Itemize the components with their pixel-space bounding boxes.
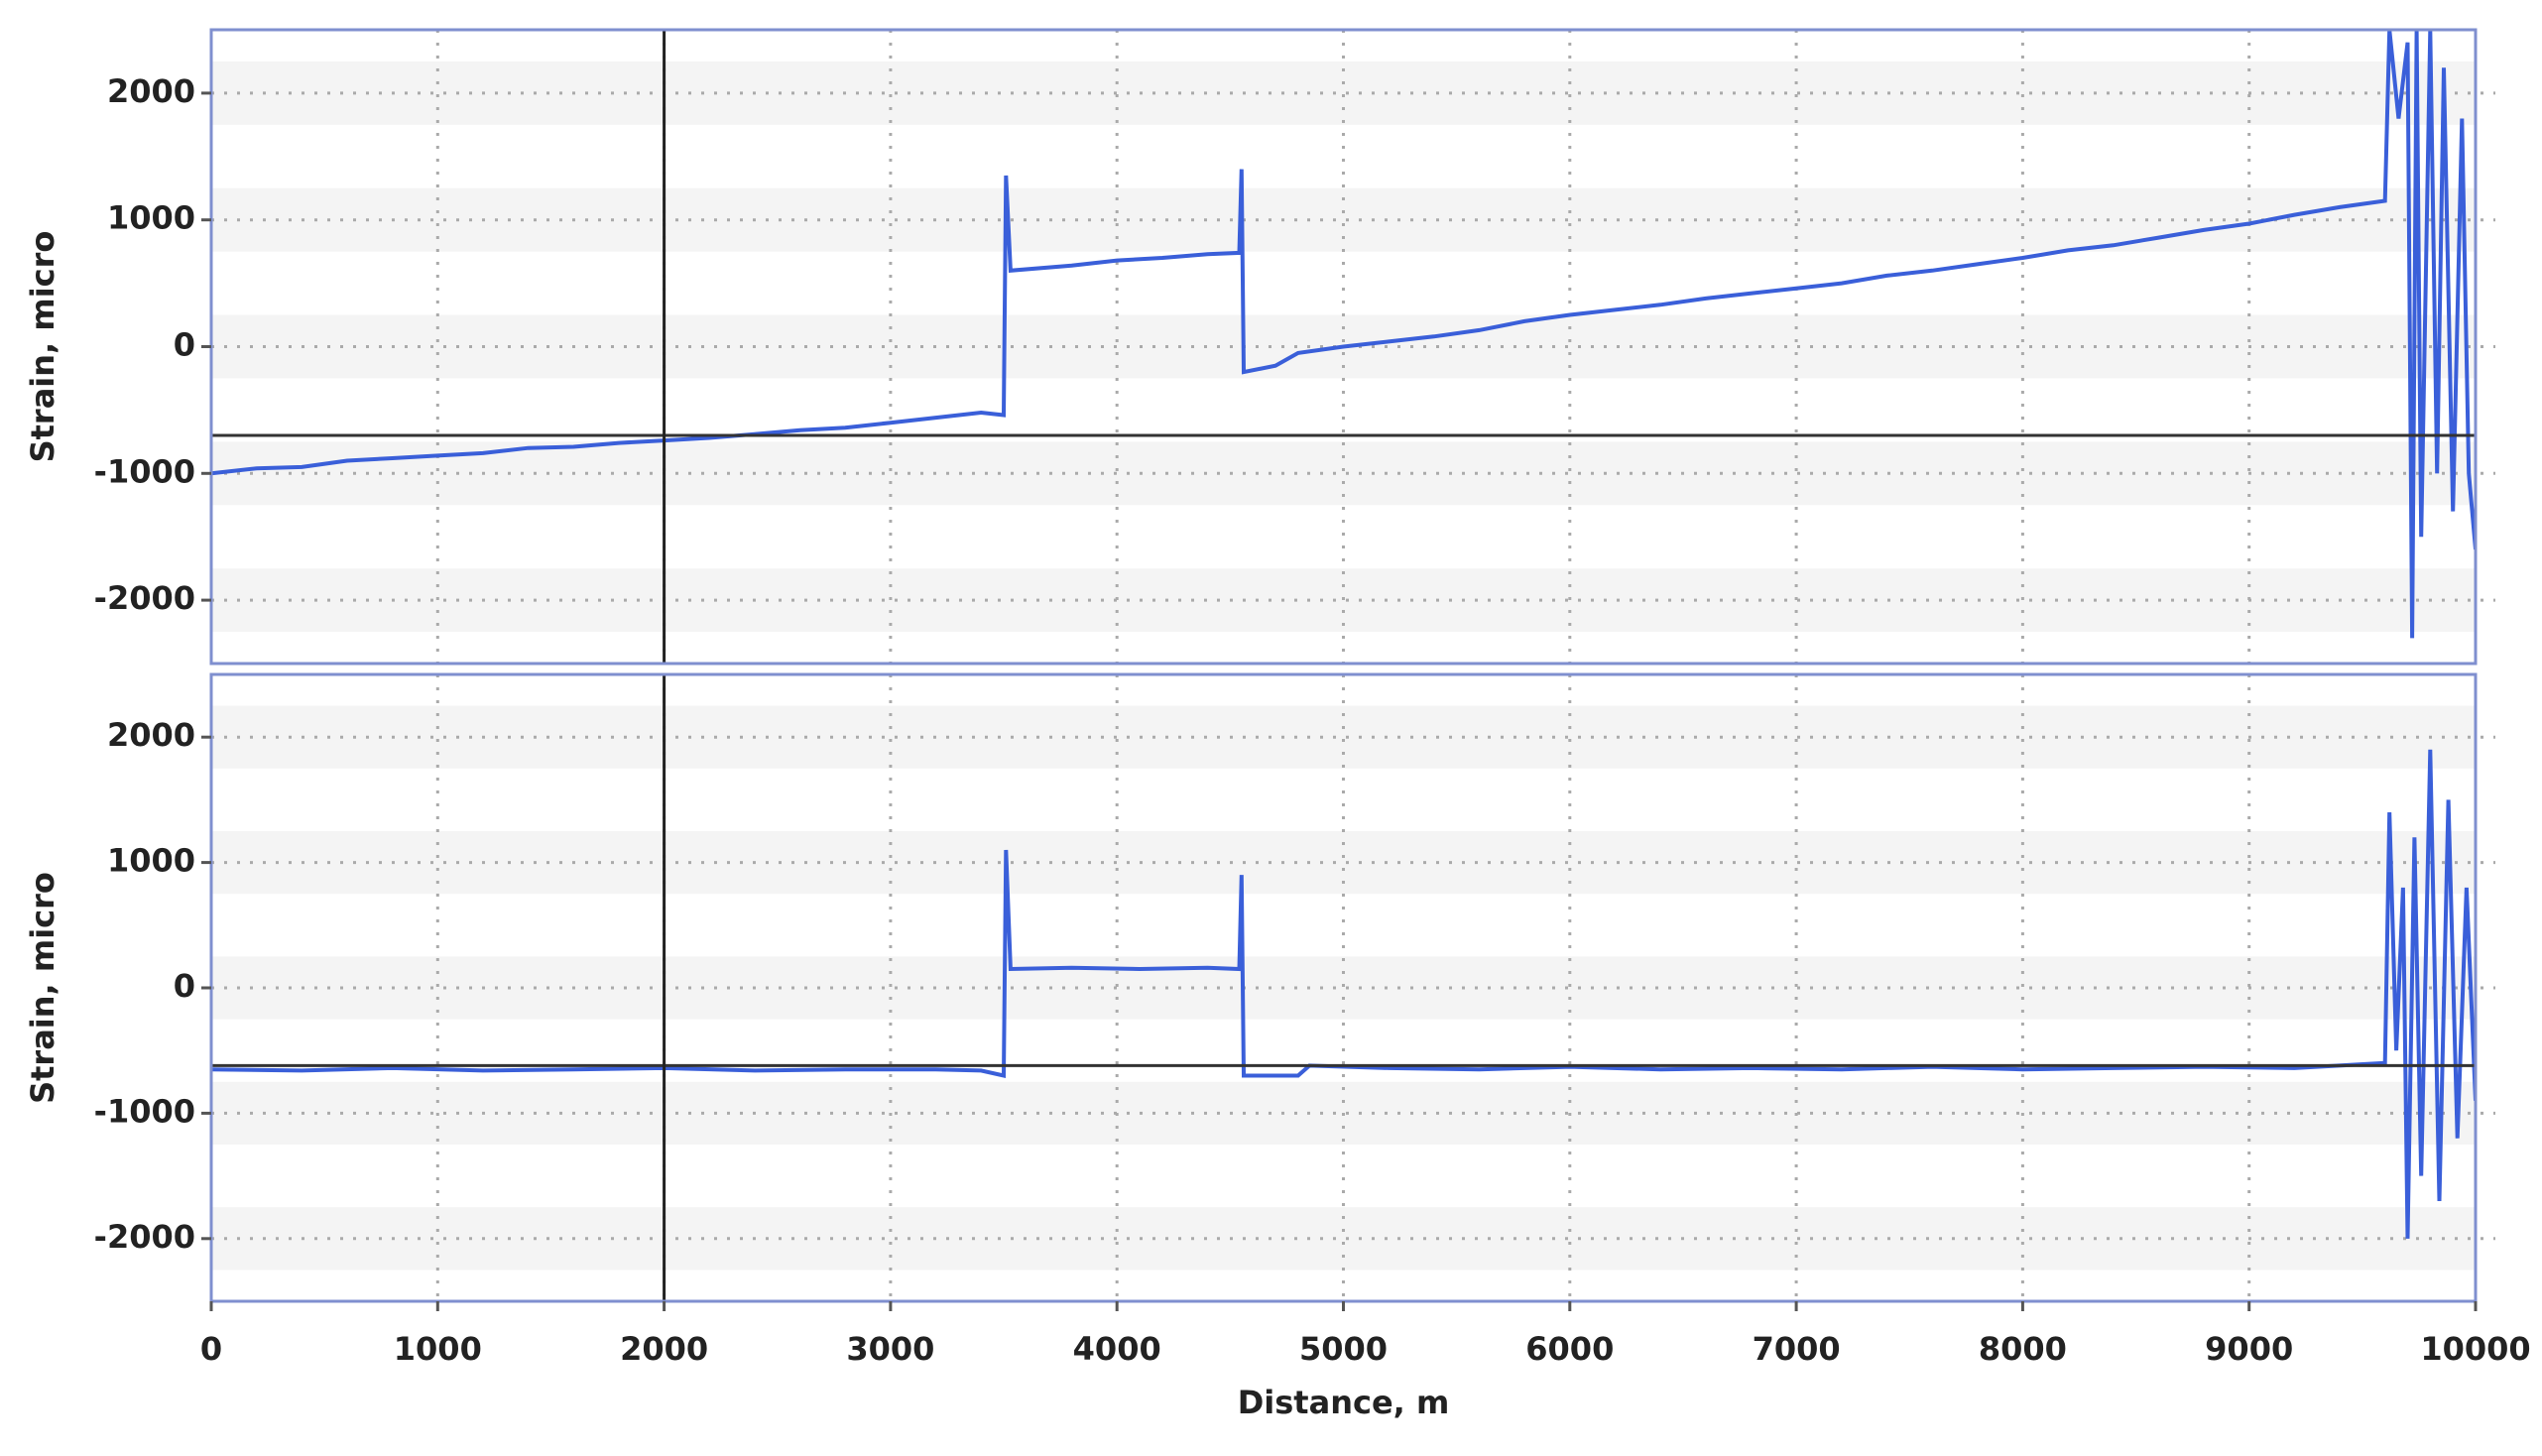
x-tick-label: 1000 <box>394 1330 482 1368</box>
y-tick-label: -2000 <box>94 1218 195 1256</box>
y-tick-label: 1000 <box>107 842 195 880</box>
x-tick-label: 7000 <box>1753 1330 1841 1368</box>
band <box>211 831 2476 895</box>
band <box>211 61 2476 125</box>
y-tick-label: 2000 <box>107 72 195 110</box>
x-tick-label: 8000 <box>1979 1330 2067 1368</box>
data-line <box>211 749 2476 1239</box>
band <box>211 956 2476 1020</box>
x-tick-label: 10000 <box>2420 1330 2530 1368</box>
y-tick-label: 2000 <box>107 716 195 754</box>
x-tick-label: 5000 <box>1299 1330 1388 1368</box>
y-tick-label: 0 <box>174 967 195 1005</box>
x-tick-label: 3000 <box>846 1330 934 1368</box>
y-tick-label: 1000 <box>107 199 195 237</box>
data-line <box>211 30 2476 639</box>
x-tick-label: 4000 <box>1073 1330 1161 1368</box>
y-tick-label: -1000 <box>94 452 195 490</box>
x-tick-label: 9000 <box>2205 1330 2293 1368</box>
y-tick-label: -2000 <box>94 579 195 617</box>
x-tick-label: 0 <box>200 1330 222 1368</box>
x-axis-title: Distance, m <box>1238 1384 1450 1421</box>
x-tick-label: 6000 <box>1525 1330 1614 1368</box>
band <box>211 568 2476 633</box>
band <box>211 705 2476 769</box>
y-axis-title: Strain, micro <box>24 872 61 1104</box>
y-tick-label: 0 <box>174 326 195 364</box>
x-tick-label: 2000 <box>620 1330 708 1368</box>
y-tick-label: -1000 <box>94 1092 195 1130</box>
y-axis-title: Strain, micro <box>24 231 61 463</box>
